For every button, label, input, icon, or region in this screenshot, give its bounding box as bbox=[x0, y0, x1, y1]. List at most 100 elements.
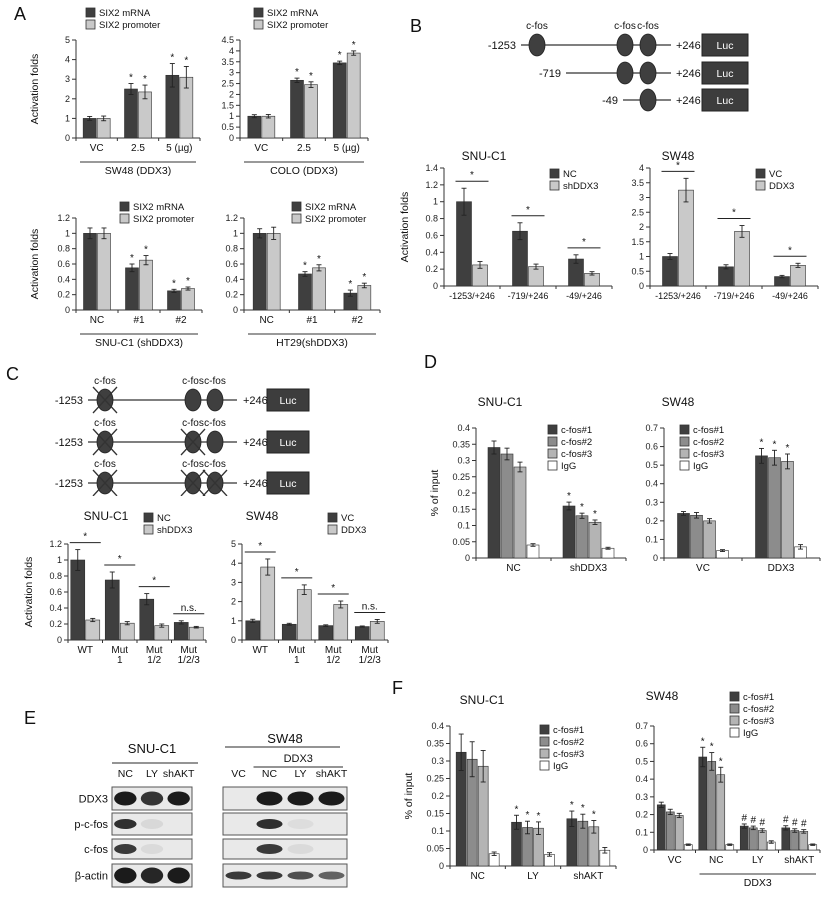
svg-text:DDX3: DDX3 bbox=[284, 753, 313, 765]
svg-text:c-fos#2: c-fos#2 bbox=[743, 704, 774, 715]
svg-text:SIX2 promoter: SIX2 promoter bbox=[133, 214, 194, 225]
chart-b-sw48: 0 0.5 1 1.5 2 2.5 3 3.5 4 -1253/+246 -719/+246 -49/… bbox=[616, 136, 822, 316]
svg-text:c-fos: c-fos bbox=[614, 21, 636, 32]
svg-text:2.5: 2.5 bbox=[297, 143, 311, 154]
svg-text:*: * bbox=[570, 800, 574, 811]
svg-text:0.15: 0.15 bbox=[452, 504, 470, 514]
svg-text:0: 0 bbox=[229, 133, 234, 143]
svg-text:+246: +246 bbox=[243, 395, 268, 407]
svg-text:0.25: 0.25 bbox=[452, 472, 470, 482]
svg-text:shDDX3: shDDX3 bbox=[563, 181, 598, 192]
svg-text:-719: -719 bbox=[539, 68, 561, 80]
svg-text:#: # bbox=[801, 819, 807, 830]
chart-d-sw48-chip: 0 0.1 0.2 0.3 0.4 0.5 0.6 0.7 VC DDX3 * * * c-fos#1 c-… bbox=[628, 388, 824, 590]
svg-text:0: 0 bbox=[65, 133, 70, 143]
svg-text:c-fos: c-fos bbox=[204, 459, 226, 470]
svg-text:*: * bbox=[144, 245, 148, 256]
svg-text:*: * bbox=[152, 576, 156, 587]
svg-text:VC: VC bbox=[90, 143, 104, 154]
svg-text:IgG: IgG bbox=[743, 728, 758, 739]
svg-text:-49/+246: -49/+246 bbox=[566, 291, 602, 301]
svg-text:*: * bbox=[773, 439, 777, 450]
svg-text:IgG: IgG bbox=[693, 461, 708, 472]
svg-text:β-actin: β-actin bbox=[75, 871, 108, 883]
svg-text:*: * bbox=[567, 491, 571, 502]
svg-text:1: 1 bbox=[65, 228, 70, 238]
svg-text:IgG: IgG bbox=[553, 761, 568, 772]
svg-text:*: * bbox=[295, 567, 299, 578]
svg-text:c-fos#2: c-fos#2 bbox=[693, 437, 724, 448]
svg-text:0.4: 0.4 bbox=[645, 479, 658, 489]
svg-text:0.4: 0.4 bbox=[57, 274, 70, 284]
svg-text:c-fos: c-fos bbox=[182, 459, 204, 470]
svg-text:VC: VC bbox=[341, 513, 354, 524]
svg-text:0.6: 0.6 bbox=[57, 259, 70, 269]
svg-text:c-fos: c-fos bbox=[204, 418, 226, 429]
svg-text:0.7: 0.7 bbox=[635, 721, 648, 731]
svg-text:5: 5 bbox=[65, 35, 70, 45]
svg-text:3.5: 3.5 bbox=[221, 57, 234, 67]
svg-text:0.4: 0.4 bbox=[635, 774, 648, 784]
svg-text:c-fos: c-fos bbox=[94, 459, 116, 470]
svg-text:+246: +246 bbox=[676, 40, 701, 52]
svg-text:0.5: 0.5 bbox=[221, 122, 234, 132]
chart-c-sw48: 0 1 2 3 4 5 WT Mut 1 Mut 1/2 Mut 1/2/3 * * * n.s. VC DDX3 S… bbox=[210, 498, 392, 690]
svg-text:c-fos#3: c-fos#3 bbox=[561, 449, 592, 460]
svg-text:*: * bbox=[710, 742, 714, 753]
svg-text:SNU-C1: SNU-C1 bbox=[128, 741, 176, 756]
svg-text:#: # bbox=[759, 818, 765, 829]
svg-text:SIX2 promoter: SIX2 promoter bbox=[267, 20, 328, 31]
svg-text:0.35: 0.35 bbox=[452, 439, 470, 449]
svg-text:3.5: 3.5 bbox=[631, 178, 644, 188]
svg-text:*: * bbox=[732, 208, 736, 219]
svg-text:4: 4 bbox=[65, 55, 70, 65]
svg-text:shAKT: shAKT bbox=[163, 768, 195, 780]
svg-text:-1253: -1253 bbox=[488, 40, 516, 52]
svg-text:-1253/+246: -1253/+246 bbox=[655, 291, 701, 301]
svg-text:0.4: 0.4 bbox=[457, 423, 470, 433]
svg-text:*: * bbox=[582, 237, 586, 248]
svg-text:1.5: 1.5 bbox=[221, 100, 234, 110]
panel-d-label: D bbox=[424, 352, 438, 372]
svg-text:1: 1 bbox=[433, 197, 438, 207]
svg-text:2: 2 bbox=[229, 89, 234, 99]
svg-text:0.2: 0.2 bbox=[431, 791, 444, 801]
svg-text:c-fos: c-fos bbox=[84, 844, 108, 856]
svg-text:0: 0 bbox=[439, 861, 444, 871]
svg-text:0.05: 0.05 bbox=[452, 537, 470, 547]
svg-text:Luc: Luc bbox=[717, 95, 734, 107]
svg-text:c-fos#1: c-fos#1 bbox=[561, 425, 592, 436]
svg-text:0.3: 0.3 bbox=[431, 756, 444, 766]
svg-text:*: * bbox=[592, 810, 596, 821]
svg-text:DDX3: DDX3 bbox=[768, 563, 795, 574]
svg-text:*: * bbox=[701, 736, 705, 747]
svg-text:#: # bbox=[750, 815, 756, 826]
chart-c-snuc1: 0 0.2 0.4 0.6 0.8 1 1.2 WT Mut 1 Mut 1/2 Mut 1/2/3 * * *… bbox=[22, 498, 210, 690]
svg-text:n.s.: n.s. bbox=[181, 603, 197, 614]
svg-text:0.2: 0.2 bbox=[425, 264, 438, 274]
panel-f-label: F bbox=[392, 678, 404, 698]
svg-text:*: * bbox=[788, 245, 792, 256]
svg-text:0.8: 0.8 bbox=[57, 244, 70, 254]
svg-text:% of input: % of input bbox=[429, 470, 441, 517]
svg-text:% of input: % of input bbox=[403, 773, 415, 820]
svg-text:Luc: Luc bbox=[717, 40, 734, 52]
chart-f-snuc1-chip: 0 0.05 0.1 0.15 0.2 0.25 0.3 0.35 0.4 NC LY shAKT * *… bbox=[402, 682, 620, 900]
svg-text:*: * bbox=[83, 532, 87, 543]
svg-text:SW48: SW48 bbox=[662, 395, 695, 409]
svg-text:-1253: -1253 bbox=[55, 478, 83, 490]
svg-text:4: 4 bbox=[639, 163, 644, 173]
svg-text:2: 2 bbox=[65, 94, 70, 104]
svg-text:0.35: 0.35 bbox=[426, 739, 444, 749]
svg-text:*: * bbox=[338, 50, 342, 61]
svg-text:shDDX3: shDDX3 bbox=[157, 525, 192, 536]
svg-text:3: 3 bbox=[639, 193, 644, 203]
svg-text:1.2: 1.2 bbox=[49, 539, 62, 549]
svg-text:0.4: 0.4 bbox=[49, 603, 62, 613]
svg-text:*: * bbox=[348, 279, 352, 290]
svg-text:*: * bbox=[526, 810, 530, 821]
svg-text:IgG: IgG bbox=[561, 461, 576, 472]
svg-text:1.5: 1.5 bbox=[631, 237, 644, 247]
